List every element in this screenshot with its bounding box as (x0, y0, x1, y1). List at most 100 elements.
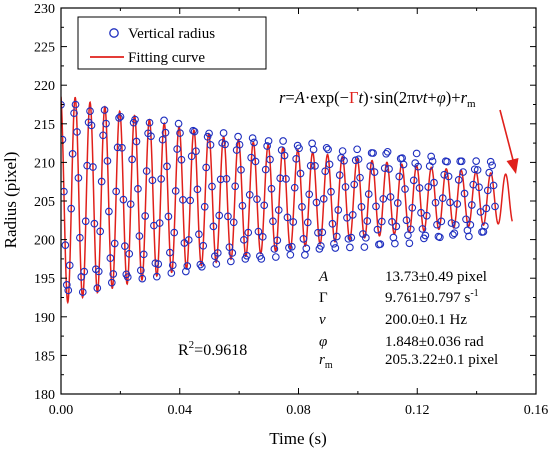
data-point (167, 269, 176, 277)
param-rm-symbol-base: r (319, 352, 325, 368)
data-point (409, 176, 418, 185)
data-point (379, 195, 388, 203)
data-point (135, 232, 144, 240)
data-point (450, 229, 459, 238)
data-point (134, 184, 142, 193)
data-point (253, 195, 261, 204)
data-point (363, 217, 372, 225)
data-point (421, 231, 430, 240)
eq-phi: φ (437, 88, 446, 107)
data-point (76, 233, 84, 242)
data-point (491, 202, 499, 211)
data-point (168, 261, 177, 270)
data-point (489, 181, 498, 190)
data-point (251, 157, 260, 166)
data-point (107, 278, 116, 287)
data-point (190, 127, 199, 136)
fit-equation: r=A·exp(−Γt)·sin(2πνt+φ)+rm (279, 88, 476, 110)
data-point (283, 213, 292, 222)
data-point (287, 242, 296, 251)
data-point (86, 107, 94, 115)
data-point (67, 204, 76, 213)
data-point (93, 284, 102, 293)
data-point (160, 116, 168, 125)
data-point (269, 217, 277, 226)
data-point (451, 221, 460, 229)
data-point (414, 162, 422, 171)
data-point (354, 155, 363, 164)
data-point (485, 168, 494, 177)
data-point (81, 217, 90, 226)
data-point (415, 184, 424, 192)
data-point (405, 239, 414, 248)
data-point (170, 228, 179, 237)
data-point (486, 157, 495, 166)
data-point (404, 231, 412, 240)
data-point (391, 239, 399, 248)
data-point (282, 175, 290, 183)
data-point (222, 174, 231, 183)
param-gamma-value: 9.761±0.797 s-1 (385, 288, 479, 306)
data-point (382, 149, 391, 158)
param-nu-value: 200.0±0.1 Hz (385, 312, 467, 328)
parameter-table: A 13.73±0.49 pixel Γ 9.761±0.797 s-1 ν 2… (318, 269, 498, 371)
y-tick-label: 220 (34, 79, 55, 94)
data-point (274, 206, 283, 214)
data-point (314, 228, 322, 237)
data-point (106, 254, 115, 262)
data-point (457, 157, 466, 166)
data-point (380, 164, 389, 173)
data-point (303, 218, 312, 227)
data-point (338, 147, 347, 155)
data-point (61, 241, 70, 249)
data-point (224, 212, 232, 221)
data-point (334, 206, 343, 214)
x-axis-label: Time (s) (269, 429, 326, 448)
data-point (126, 200, 135, 209)
data-point (196, 260, 205, 269)
r-squared-base: R (178, 342, 189, 359)
data-point (250, 138, 258, 147)
data-point (360, 243, 369, 251)
r-squared: R2=0.9618 (178, 339, 247, 359)
data-point (116, 112, 125, 121)
data-point (195, 230, 203, 239)
data-point (179, 195, 187, 204)
data-point (356, 173, 364, 182)
data-point (330, 239, 338, 248)
data-point (467, 201, 476, 209)
y-axis-ticks: 180 185 190 195 200 205 210 215 220 225 230 (34, 2, 536, 403)
data-point (332, 232, 341, 241)
data-point (328, 219, 337, 228)
data-point (235, 140, 244, 149)
data-point (254, 227, 263, 236)
eq-equals: = (285, 88, 294, 107)
data-point (244, 228, 253, 237)
data-point (145, 118, 154, 127)
data-point (395, 172, 404, 181)
data-point (205, 129, 213, 138)
data-point (234, 132, 242, 141)
data-point (68, 149, 77, 158)
eq-amplitude: A (294, 88, 306, 107)
data-point (215, 211, 224, 220)
data-point (292, 154, 301, 163)
data-point (444, 172, 453, 181)
param-gamma-value-text: 9.761±0.797 s (385, 290, 470, 306)
legend-marker-vertical-radius (109, 28, 119, 38)
y-tick-label: 225 (34, 41, 55, 56)
data-point (453, 200, 462, 208)
data-point (372, 202, 380, 211)
eq-r: r (279, 88, 286, 107)
data-point (460, 189, 469, 198)
data-point (109, 270, 118, 278)
data-point (327, 187, 335, 196)
data-point (350, 180, 359, 189)
data-point (436, 233, 444, 242)
data-point (376, 240, 385, 248)
data-point (324, 145, 332, 154)
x-tick-label: 0.16 (524, 403, 549, 418)
data-point (123, 273, 132, 281)
data-point (312, 198, 321, 207)
data-point (424, 183, 433, 191)
